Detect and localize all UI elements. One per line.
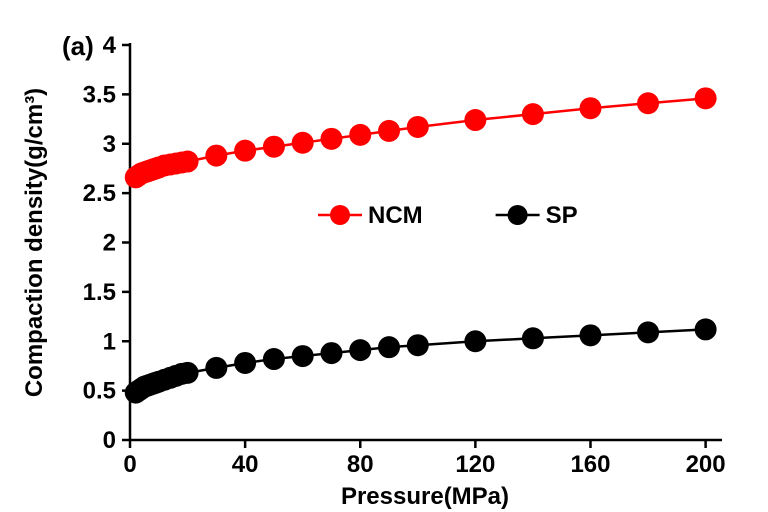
series-marker-ncm <box>263 136 285 158</box>
series-marker-sp <box>263 348 285 370</box>
panel-label: (a) <box>62 31 94 61</box>
series-marker-ncm <box>464 109 486 131</box>
y-axis-label: Compaction density(g/cm³) <box>21 88 48 397</box>
series-marker-ncm <box>292 132 314 154</box>
x-tick-label: 0 <box>123 451 136 478</box>
series-marker-sp <box>320 342 342 364</box>
series-marker-ncm <box>695 87 717 109</box>
x-tick-label: 160 <box>570 451 610 478</box>
series-marker-sp <box>522 327 544 349</box>
series-marker-sp <box>205 357 227 379</box>
x-tick-label: 120 <box>455 451 495 478</box>
series-marker-ncm <box>637 92 659 114</box>
series-marker-ncm <box>579 97 601 119</box>
y-tick-label: 3 <box>103 131 116 158</box>
compaction-density-chart: (a) 0 40 80 120 160 200 Pressure(MPa) 0 0.5 1 1.5 2 2… <box>0 0 768 512</box>
y-tick-label: 1.5 <box>83 279 116 306</box>
y-tick-label: 2.5 <box>83 180 116 207</box>
series-marker-sp <box>579 324 601 346</box>
series-marker-ncm <box>234 140 256 162</box>
y-tick-label: 2 <box>103 230 116 257</box>
series-marker-sp <box>695 318 717 340</box>
series-marker-sp <box>349 339 371 361</box>
series-marker-ncm <box>378 120 400 142</box>
series-marker-ncm <box>522 103 544 125</box>
x-tick-label: 200 <box>686 451 726 478</box>
legend-label-ncm: NCM <box>368 202 423 229</box>
series-marker-ncm <box>205 145 227 167</box>
chart-container: (a) 0 40 80 120 160 200 Pressure(MPa) 0 0.5 1 1.5 2 2… <box>0 0 768 512</box>
series-marker-ncm <box>320 128 342 150</box>
legend-marker-sp <box>508 205 528 225</box>
y-tick-label: 0.5 <box>83 378 116 405</box>
legend-marker-ncm <box>330 205 350 225</box>
series-marker-sp <box>177 362 199 384</box>
series-marker-sp <box>234 352 256 374</box>
series-marker-ncm <box>407 116 429 138</box>
x-tick-label: 80 <box>347 451 374 478</box>
series-marker-ncm <box>349 124 371 146</box>
legend-label-sp: SP <box>546 202 578 229</box>
series-marker-sp <box>407 334 429 356</box>
series-marker-ncm <box>177 151 199 173</box>
y-tick-label: 1 <box>103 328 116 355</box>
y-tick-label: 4 <box>103 32 117 59</box>
y-tick-label: 3.5 <box>83 81 116 108</box>
series-marker-sp <box>378 336 400 358</box>
x-tick-label: 40 <box>232 451 259 478</box>
series-marker-sp <box>292 345 314 367</box>
y-tick-label: 0 <box>103 427 116 454</box>
series-marker-sp <box>464 330 486 352</box>
series-marker-sp <box>637 321 659 343</box>
x-axis-label: Pressure(MPa) <box>341 483 509 510</box>
